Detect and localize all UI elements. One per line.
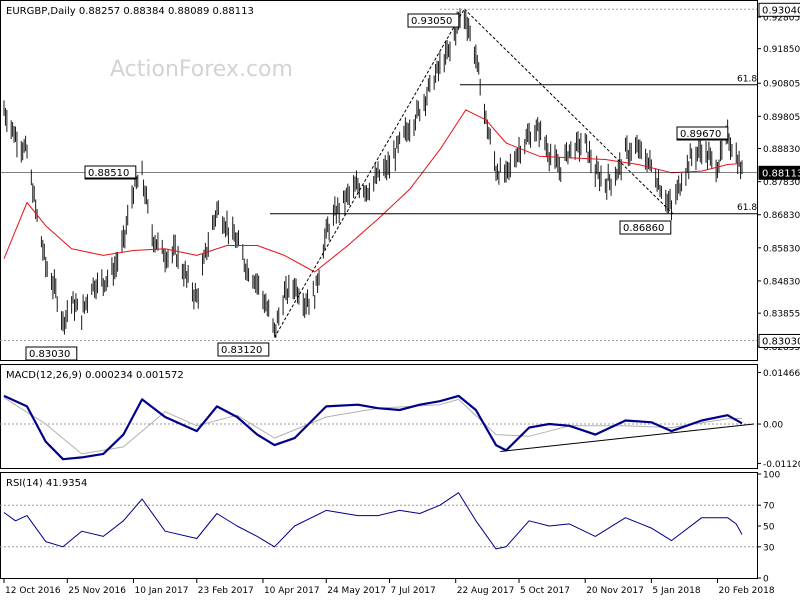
downtrend-guide xyxy=(464,8,674,215)
rsi-title: RSI(14) 41.9354 xyxy=(6,478,87,489)
price-tick-label: 0.86830 xyxy=(763,211,800,221)
level-label-high: 0.93050 xyxy=(411,16,452,27)
macd-trendline xyxy=(500,423,755,452)
price-tick-label: 0.92805 xyxy=(763,14,800,24)
x-tick-label: 25 Nov 2016 xyxy=(68,586,126,596)
x-tick-label: 20 Nov 2017 xyxy=(586,586,644,596)
price-tick-label: 0.91850 xyxy=(763,45,800,55)
macd-tick-label: 0.00 xyxy=(763,421,783,431)
level-label-mid: 0.89670 xyxy=(680,129,721,140)
axis-value-tag-0: 0.93040 xyxy=(762,5,800,16)
uptrend-guide xyxy=(274,8,465,338)
price-candles xyxy=(3,8,743,338)
price-tick-label: 0.88830 xyxy=(763,145,800,155)
symbol-header: EURGBP,Daily 0.88257 0.88384 0.88089 0.8… xyxy=(6,6,254,17)
x-tick-label: 10 Jan 2017 xyxy=(134,586,188,596)
price-panel: 0.92805 0.91850 0.90805 0.89805 0.88830 0.878… xyxy=(0,2,800,361)
rsi-tick-label: 30 xyxy=(763,543,775,553)
moving-average-line xyxy=(3,109,743,273)
axis-value-tag-1: 0.88113 xyxy=(762,168,800,179)
price-panel-frame xyxy=(0,0,758,361)
price-tick-label: 0.90805 xyxy=(763,80,800,90)
level-label-low-box xyxy=(25,346,78,361)
macd-tick-label: -0.011202 xyxy=(763,460,800,470)
x-tick-label: 5 Oct 2017 xyxy=(520,586,570,596)
fib-label-lower: 61.8 xyxy=(737,203,757,213)
rsi-tick-label: 70 xyxy=(763,502,775,512)
axis-value-tag-2: 0.83030 xyxy=(762,336,800,347)
level-label-high-box xyxy=(407,13,460,28)
macd-panel-frame xyxy=(0,364,758,469)
watermark: ActionForex.com xyxy=(110,57,293,82)
rsi-tick-label: 0 xyxy=(763,575,769,585)
macd-panel: MACD(12,26,9) 0.000234 0.001572 0.014661 0… xyxy=(0,369,800,470)
x-tick-label: 20 Feb 2018 xyxy=(719,586,775,596)
level-label-april-box xyxy=(217,342,270,357)
price-tick-label: 0.84830 xyxy=(763,277,800,287)
level-label-left: 0.88510 xyxy=(88,168,129,179)
macd-title: MACD(12,26,9) 0.000234 0.001572 xyxy=(6,370,184,381)
x-tick-label: 24 May 2017 xyxy=(327,586,386,596)
axis-value-tag-2-box xyxy=(758,333,800,348)
price-tick-label: 0.87830 xyxy=(763,178,800,188)
price-tick-label: 0.83855 xyxy=(763,310,800,320)
level-label-fib-box xyxy=(619,220,672,235)
rsi-tick-label: 100 xyxy=(763,471,780,481)
rsi-line xyxy=(3,492,743,550)
level-label-mid-box xyxy=(676,126,729,141)
level-label-april: 0.83120 xyxy=(221,345,262,356)
x-tick-label: 10 Apr 2017 xyxy=(264,586,320,596)
level-label-low: 0.83030 xyxy=(29,349,70,360)
level-label-left-box xyxy=(84,165,137,180)
x-tick-label: 12 Oct 2016 xyxy=(5,586,61,596)
price-tick-label: 0.85830 xyxy=(763,244,800,254)
x-tick-label: 22 Aug 2017 xyxy=(457,586,515,596)
price-tick-label: 0.89805 xyxy=(763,113,800,123)
axis-value-tag-0-box xyxy=(758,2,800,17)
x-tick-label: 7 Jul 2017 xyxy=(391,586,436,596)
x-axis: 12 Oct 2016 25 Nov 2016 10 Jan 2017 23 Feb … xyxy=(3,579,775,596)
rsi-panel: RSI(14) 41.9354 100 70 50 30 0 xyxy=(0,471,780,585)
level-label-fib: 0.86860 xyxy=(623,223,664,234)
x-tick-label: 23 Feb 2017 xyxy=(198,586,254,596)
x-tick-label: 5 Jan 2018 xyxy=(652,586,700,596)
macd-tick-label: 0.014661 xyxy=(763,369,800,379)
fib-label-upper: 61.8 xyxy=(737,75,757,85)
axis-value-tag-1-box xyxy=(758,165,800,180)
rsi-tick-label: 50 xyxy=(763,523,775,533)
macd-line xyxy=(3,394,743,461)
